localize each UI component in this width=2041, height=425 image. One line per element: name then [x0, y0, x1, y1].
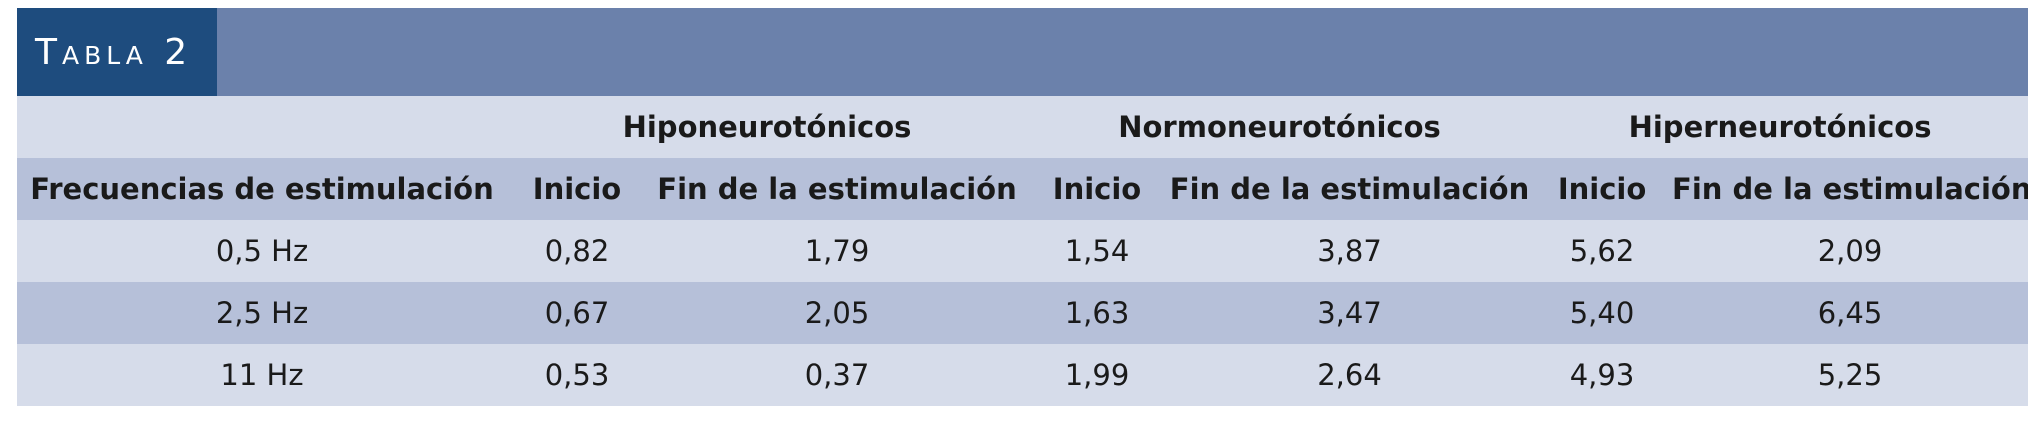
table-title-text: Tabla 2 [35, 31, 193, 73]
data-table: Hiponeurotónicos Normoneurotónicos Hiper… [17, 96, 2029, 406]
column-header: Frecuencias de estimulación [30, 172, 494, 206]
column-header: Inicio [1557, 172, 1647, 206]
column-header: Inicio [1052, 172, 1142, 206]
table-cell: 2,5 Hz [215, 296, 309, 330]
table-cell: 0,5 Hz [215, 234, 309, 268]
table-row: 2,5 Hz 0,67 2,05 1,63 3,47 5,40 6,45 [17, 282, 2029, 344]
group-header-hiperneurotonicos: Hiperneurotónicos [1628, 110, 1932, 144]
column-header: Fin de la estimulación [1672, 172, 2029, 206]
table-cell: 1,79 [804, 234, 870, 268]
table-title-bar: Tabla 2 [17, 8, 2028, 96]
table-cell: 0,82 [544, 234, 610, 268]
column-header: Fin de la estimulación [1169, 172, 1530, 206]
table-cell: 5,62 [1569, 234, 1635, 268]
table-cell: 3,47 [1317, 296, 1382, 330]
group-header-normoneurotonicos: Normoneurotónicos [1118, 110, 1441, 144]
table-cell: 2,05 [804, 296, 870, 330]
table-cell: 0,67 [544, 296, 610, 330]
table-row: 11 Hz 0,53 0,37 1,99 2,64 4,93 5,25 [17, 344, 2029, 406]
table-cell: 1,63 [1064, 296, 1130, 330]
group-header-hiponeurotonicos: Hiponeurotónicos [622, 110, 912, 144]
table-cell: 3,87 [1317, 234, 1382, 268]
table-cell: 5,40 [1569, 296, 1635, 330]
table-cell: 2,09 [1817, 234, 1883, 268]
table-cell: 1,99 [1064, 358, 1130, 392]
column-header-row: Frecuencias de estimulación Inicio Fin d… [17, 158, 2029, 220]
table-cell: 2,64 [1317, 358, 1382, 392]
group-header-row: Hiponeurotónicos Normoneurotónicos Hiper… [17, 96, 2029, 158]
table-cell: 5,25 [1817, 358, 1883, 392]
column-header: Fin de la estimulación [657, 172, 1017, 206]
table-cell: 0,37 [804, 358, 870, 392]
table-cell: 6,45 [1817, 296, 1883, 330]
table-row: 0,5 Hz 0,82 1,79 1,54 3,87 5,62 2,09 [17, 220, 2029, 282]
column-header: Inicio [532, 172, 622, 206]
group-header-empty [17, 96, 507, 158]
table-cell: 4,93 [1569, 358, 1635, 392]
table-title: Tabla 2 [17, 8, 217, 96]
table-cell: 11 Hz [220, 358, 304, 392]
table-cell: 1,54 [1064, 234, 1130, 268]
table-cell: 0,53 [544, 358, 610, 392]
